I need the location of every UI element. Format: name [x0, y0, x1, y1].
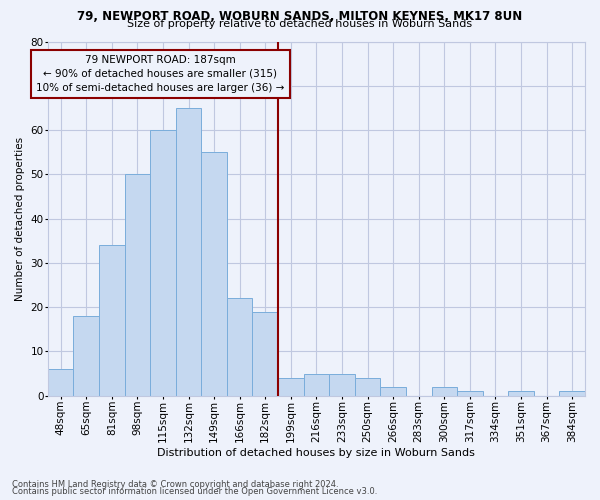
Text: Size of property relative to detached houses in Woburn Sands: Size of property relative to detached ho… — [127, 19, 473, 29]
Bar — [48, 369, 73, 396]
Bar — [99, 245, 125, 396]
Bar — [253, 312, 278, 396]
Bar — [431, 387, 457, 396]
Bar — [355, 378, 380, 396]
Bar — [508, 391, 534, 396]
Text: Contains HM Land Registry data © Crown copyright and database right 2024.: Contains HM Land Registry data © Crown c… — [12, 480, 338, 489]
Bar — [125, 174, 150, 396]
Bar — [150, 130, 176, 396]
Bar — [380, 387, 406, 396]
Y-axis label: Number of detached properties: Number of detached properties — [15, 136, 25, 300]
Bar — [457, 391, 482, 396]
Bar — [73, 316, 99, 396]
Text: Contains public sector information licensed under the Open Government Licence v3: Contains public sector information licen… — [12, 487, 377, 496]
Text: 79 NEWPORT ROAD: 187sqm
← 90% of detached houses are smaller (315)
10% of semi-d: 79 NEWPORT ROAD: 187sqm ← 90% of detache… — [36, 55, 284, 93]
Bar — [202, 152, 227, 396]
Bar — [329, 374, 355, 396]
X-axis label: Distribution of detached houses by size in Woburn Sands: Distribution of detached houses by size … — [157, 448, 475, 458]
Bar — [304, 374, 329, 396]
Bar — [559, 391, 585, 396]
Bar — [227, 298, 253, 396]
Text: 79, NEWPORT ROAD, WOBURN SANDS, MILTON KEYNES, MK17 8UN: 79, NEWPORT ROAD, WOBURN SANDS, MILTON K… — [77, 10, 523, 23]
Bar — [278, 378, 304, 396]
Bar — [176, 108, 202, 396]
